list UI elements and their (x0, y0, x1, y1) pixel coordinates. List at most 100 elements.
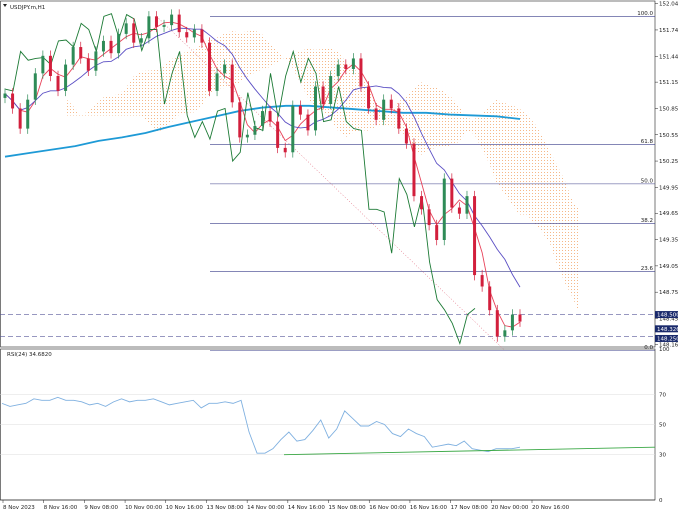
time-axis-tick-label: 15 Nov 08:00 (329, 505, 367, 511)
rsi-tick-label: 70 (659, 392, 666, 398)
y-axis-tick-label: 148.455 (659, 316, 678, 322)
candle-body (329, 75, 333, 105)
candle-body (389, 99, 393, 109)
candle-body (427, 209, 431, 226)
rsi-line (1, 396, 521, 454)
candle-body (48, 55, 52, 76)
symbol-label: USDJPY.m,H1 (10, 5, 45, 11)
time-axis-tick-label: 8 Nov 16:00 (44, 505, 78, 511)
kijun-line (4, 27, 521, 288)
candle-body (503, 330, 507, 337)
time-axis-tick-label: 17 Nov 08:00 (451, 505, 489, 511)
candle-body (374, 108, 378, 120)
candle-body (245, 134, 249, 138)
y-axis-tick-label: 150.250 (659, 159, 678, 165)
y-axis-tick-label: 149.355 (659, 238, 678, 244)
fib-level-label: 23.6 (641, 266, 654, 272)
candle-body (412, 143, 416, 197)
candle-body (283, 147, 287, 153)
candle-body (200, 29, 204, 43)
candle-body (382, 99, 386, 120)
time-axis-tick-label: 8 Nov 2023 (3, 505, 35, 511)
time-axis-tick-label: 16 Nov 00:00 (369, 505, 407, 511)
price-tag-label: 148.326 (657, 327, 678, 333)
y-axis-tick-label: 151.445 (659, 54, 678, 60)
candle-body (71, 47, 75, 65)
chikou-span (5, 13, 476, 345)
candle-body (124, 23, 128, 34)
candle-body (480, 275, 484, 287)
candle-body (207, 42, 211, 91)
price-panel-border (0, 0, 656, 348)
time-axis-tick-label: 14 Nov 16:00 (288, 505, 326, 511)
candle-body (11, 93, 15, 109)
diagonal-trend-line (156, 16, 506, 351)
fib-level-label: 50.0 (641, 178, 654, 184)
candle-body (457, 207, 461, 214)
candle-body (86, 58, 90, 71)
ichimoku-cloud (65, 30, 580, 316)
candle-body (33, 73, 37, 100)
candle-body (298, 105, 302, 115)
candle-body (450, 178, 454, 208)
y-axis-tick-label: 150.550 (659, 133, 678, 139)
rsi-tick-label: 100 (659, 347, 670, 353)
candle-body (276, 121, 280, 148)
price-tag-label: 148.250 (657, 336, 678, 342)
candle-body (64, 64, 68, 91)
y-axis-tick-label: 149.055 (659, 264, 678, 270)
candle-body (336, 64, 340, 76)
candle-body (359, 58, 363, 87)
rsi-tick-label: 50 (659, 423, 666, 429)
y-axis-tick-label: 151.150 (659, 80, 678, 86)
fib-level-label: 61.8 (641, 139, 654, 145)
candle-body (230, 64, 234, 103)
price-tag (655, 325, 678, 333)
candle-body (518, 314, 522, 322)
candle-body (442, 178, 446, 240)
rsi-label: RSI(24) 34.6820 (7, 352, 52, 358)
candle-body (291, 105, 295, 153)
dropdown-arrow-icon[interactable] (3, 4, 7, 7)
candle-body (261, 111, 264, 126)
time-axis-tick-label: 20 Nov 16:00 (532, 505, 570, 511)
candle-body (473, 196, 477, 276)
candle-body (177, 14, 181, 33)
candle-body (147, 16, 151, 39)
time-axis: 8 Nov 2023 8 Nov 16:00 9 Nov 08:00 10 Nov 0… (0, 499, 655, 511)
candle-body (117, 33, 121, 54)
candle-body (306, 114, 310, 131)
time-axis-tick-label: 9 Nov 08:00 (84, 505, 118, 511)
candle-body (495, 310, 499, 337)
candle-body (94, 51, 98, 71)
time-axis-tick-label: 16 Nov 16:00 (410, 505, 448, 511)
price-tag (655, 334, 678, 342)
candle-body (404, 128, 408, 144)
candle-body (215, 73, 219, 91)
candle-body (26, 99, 30, 129)
candle-body (344, 64, 348, 69)
candle-body (41, 55, 45, 74)
price-tag (655, 311, 678, 319)
candle-body (253, 125, 257, 135)
time-axis-tick-label: 13 Nov 08:00 (206, 505, 244, 511)
time-axis-tick-label: 20 Nov 00:00 (491, 505, 529, 511)
time-axis-tick-label: 10 Nov 16:00 (166, 505, 204, 511)
price-panel: 100.0 61.8 50.0 38.2 23.6 0.0 152.045 151.745 15… (0, 0, 678, 351)
y-axis-tick-label: 150.850 (659, 106, 678, 112)
candle-body (465, 196, 469, 214)
candle-body (101, 40, 105, 52)
candle-body (132, 23, 136, 43)
candle-body (79, 47, 83, 59)
fib-level-label: 38.2 (641, 218, 653, 224)
rsi-trend-line (283, 446, 656, 456)
y-axis-tick-label: 148.160 (659, 342, 678, 348)
candle-body (510, 314, 514, 331)
time-axis-tick-label: 14 Nov 00:00 (247, 505, 285, 511)
fib-level-label: 0.0 (644, 345, 653, 351)
y-axis-tick-label: 151.745 (659, 28, 678, 34)
candle-body (223, 64, 227, 74)
candle-body (435, 225, 439, 240)
candle-body (3, 93, 7, 98)
